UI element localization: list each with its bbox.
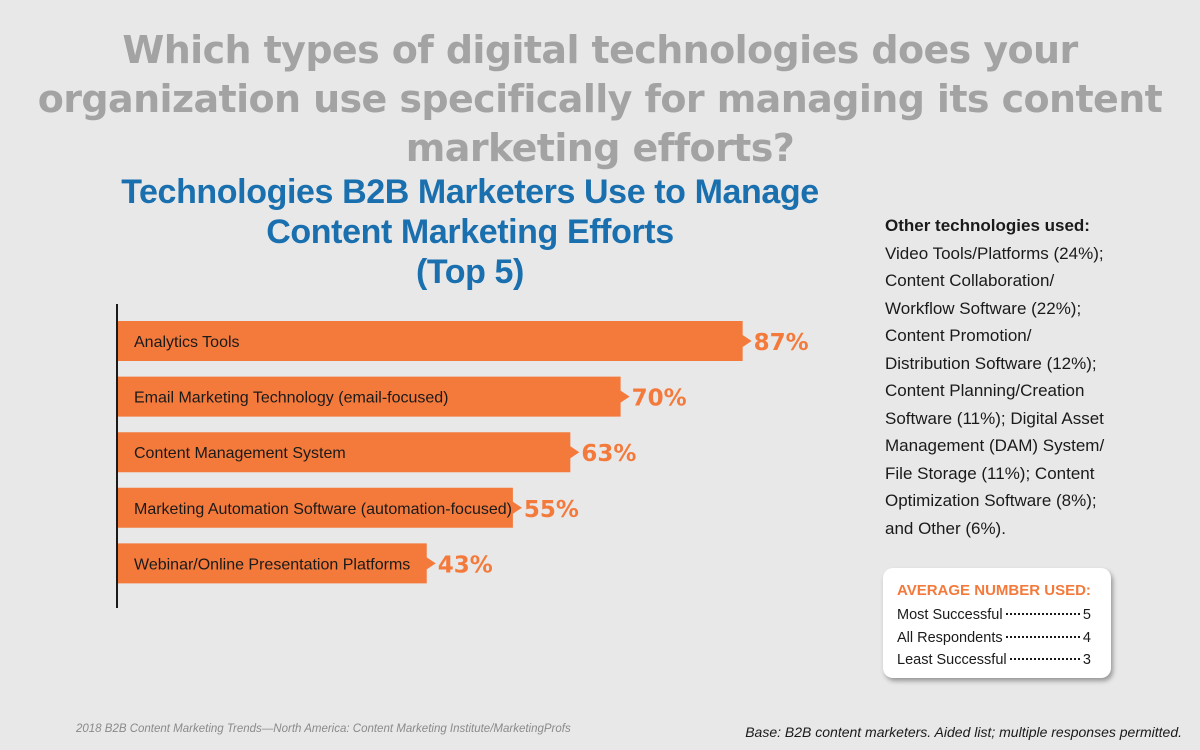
bar-category-label: Analytics Tools (134, 334, 240, 351)
average-row-all-respondents: All Respondents 4 (897, 627, 1091, 650)
bar-value-label: 43% (438, 552, 493, 578)
other-technologies-line: and Other (6%). (885, 518, 1006, 538)
other-technologies-line: File Storage (11%); Content (885, 463, 1095, 483)
average-number-box: AVERAGE NUMBER USED: Most Successful 5 A… (883, 568, 1111, 678)
bar-4 (118, 543, 436, 584)
dot-leader (1005, 635, 1080, 638)
average-row-label: Most Successful (897, 607, 1003, 623)
other-technologies-line: Workflow Software (22%); (885, 298, 1082, 318)
other-technologies-heading: Other technologies used: (885, 216, 1090, 235)
other-technologies-line: Content Promotion/ (885, 326, 1032, 345)
average-row-value: 4 (1082, 629, 1091, 646)
source-citation: 2018 B2B Content Marketing Trends—North … (76, 723, 571, 735)
other-technologies-line: Distribution Software (12%); (885, 353, 1097, 373)
chart-title-line-3: (Top 5) (416, 253, 524, 291)
bar-0 (118, 321, 752, 361)
bar-3 (118, 487, 522, 528)
average-row-label: All Respondents (897, 629, 1003, 646)
other-technologies: Other technologies used: Video Tools/Pla… (885, 212, 1185, 542)
average-number-title: AVERAGE NUMBER USED: (897, 582, 1091, 599)
chart-title-line-2: Content Marketing Efforts (266, 213, 674, 251)
base-note: Base: B2B content marketers. Aided list;… (745, 724, 1182, 740)
other-technologies-line: Content Collaboration/ (885, 271, 1055, 290)
bar-category-label: Marketing Automation Software (automatio… (134, 501, 512, 518)
bar-2 (118, 432, 580, 473)
bar-category-label: Webinar/Online Presentation Platforms (134, 556, 410, 573)
average-row-label: Least Successful (897, 652, 1007, 668)
chart-title: Technologies B2B Marketers Use to Manage… (100, 172, 840, 292)
average-row-most-successful: Most Successful 5 (897, 604, 1091, 627)
other-technologies-line: Optimization Software (8%); (885, 491, 1097, 510)
bar-value-label: 70% (632, 386, 687, 412)
other-technologies-line: Video Tools/Platforms (24%); (885, 243, 1104, 263)
average-row-least-successful: Least Successful 3 (897, 649, 1091, 672)
dot-leader (1005, 613, 1080, 615)
chart-title-line-1: Technologies B2B Marketers Use to Manage (121, 173, 819, 211)
bar-category-label: Content Management System (134, 445, 346, 462)
dot-leader (1009, 658, 1080, 660)
survey-question: Which types of digital technologies does… (37, 28, 1163, 170)
other-technologies-line: Content Planning/Creation (885, 381, 1085, 400)
bar-value-label: 87% (754, 330, 809, 356)
other-technologies-line: Software (11%); Digital Asset (885, 408, 1104, 428)
average-row-value: 5 (1082, 607, 1091, 623)
bar-value-label: 55% (524, 497, 579, 523)
bar-1 (118, 376, 630, 417)
average-row-value: 3 (1082, 652, 1091, 668)
other-technologies-line: Management (DAM) System/ (885, 436, 1105, 455)
bar-category-label: Email Marketing Technology (email-focuse… (134, 390, 449, 407)
bar-value-label: 63% (581, 441, 636, 467)
